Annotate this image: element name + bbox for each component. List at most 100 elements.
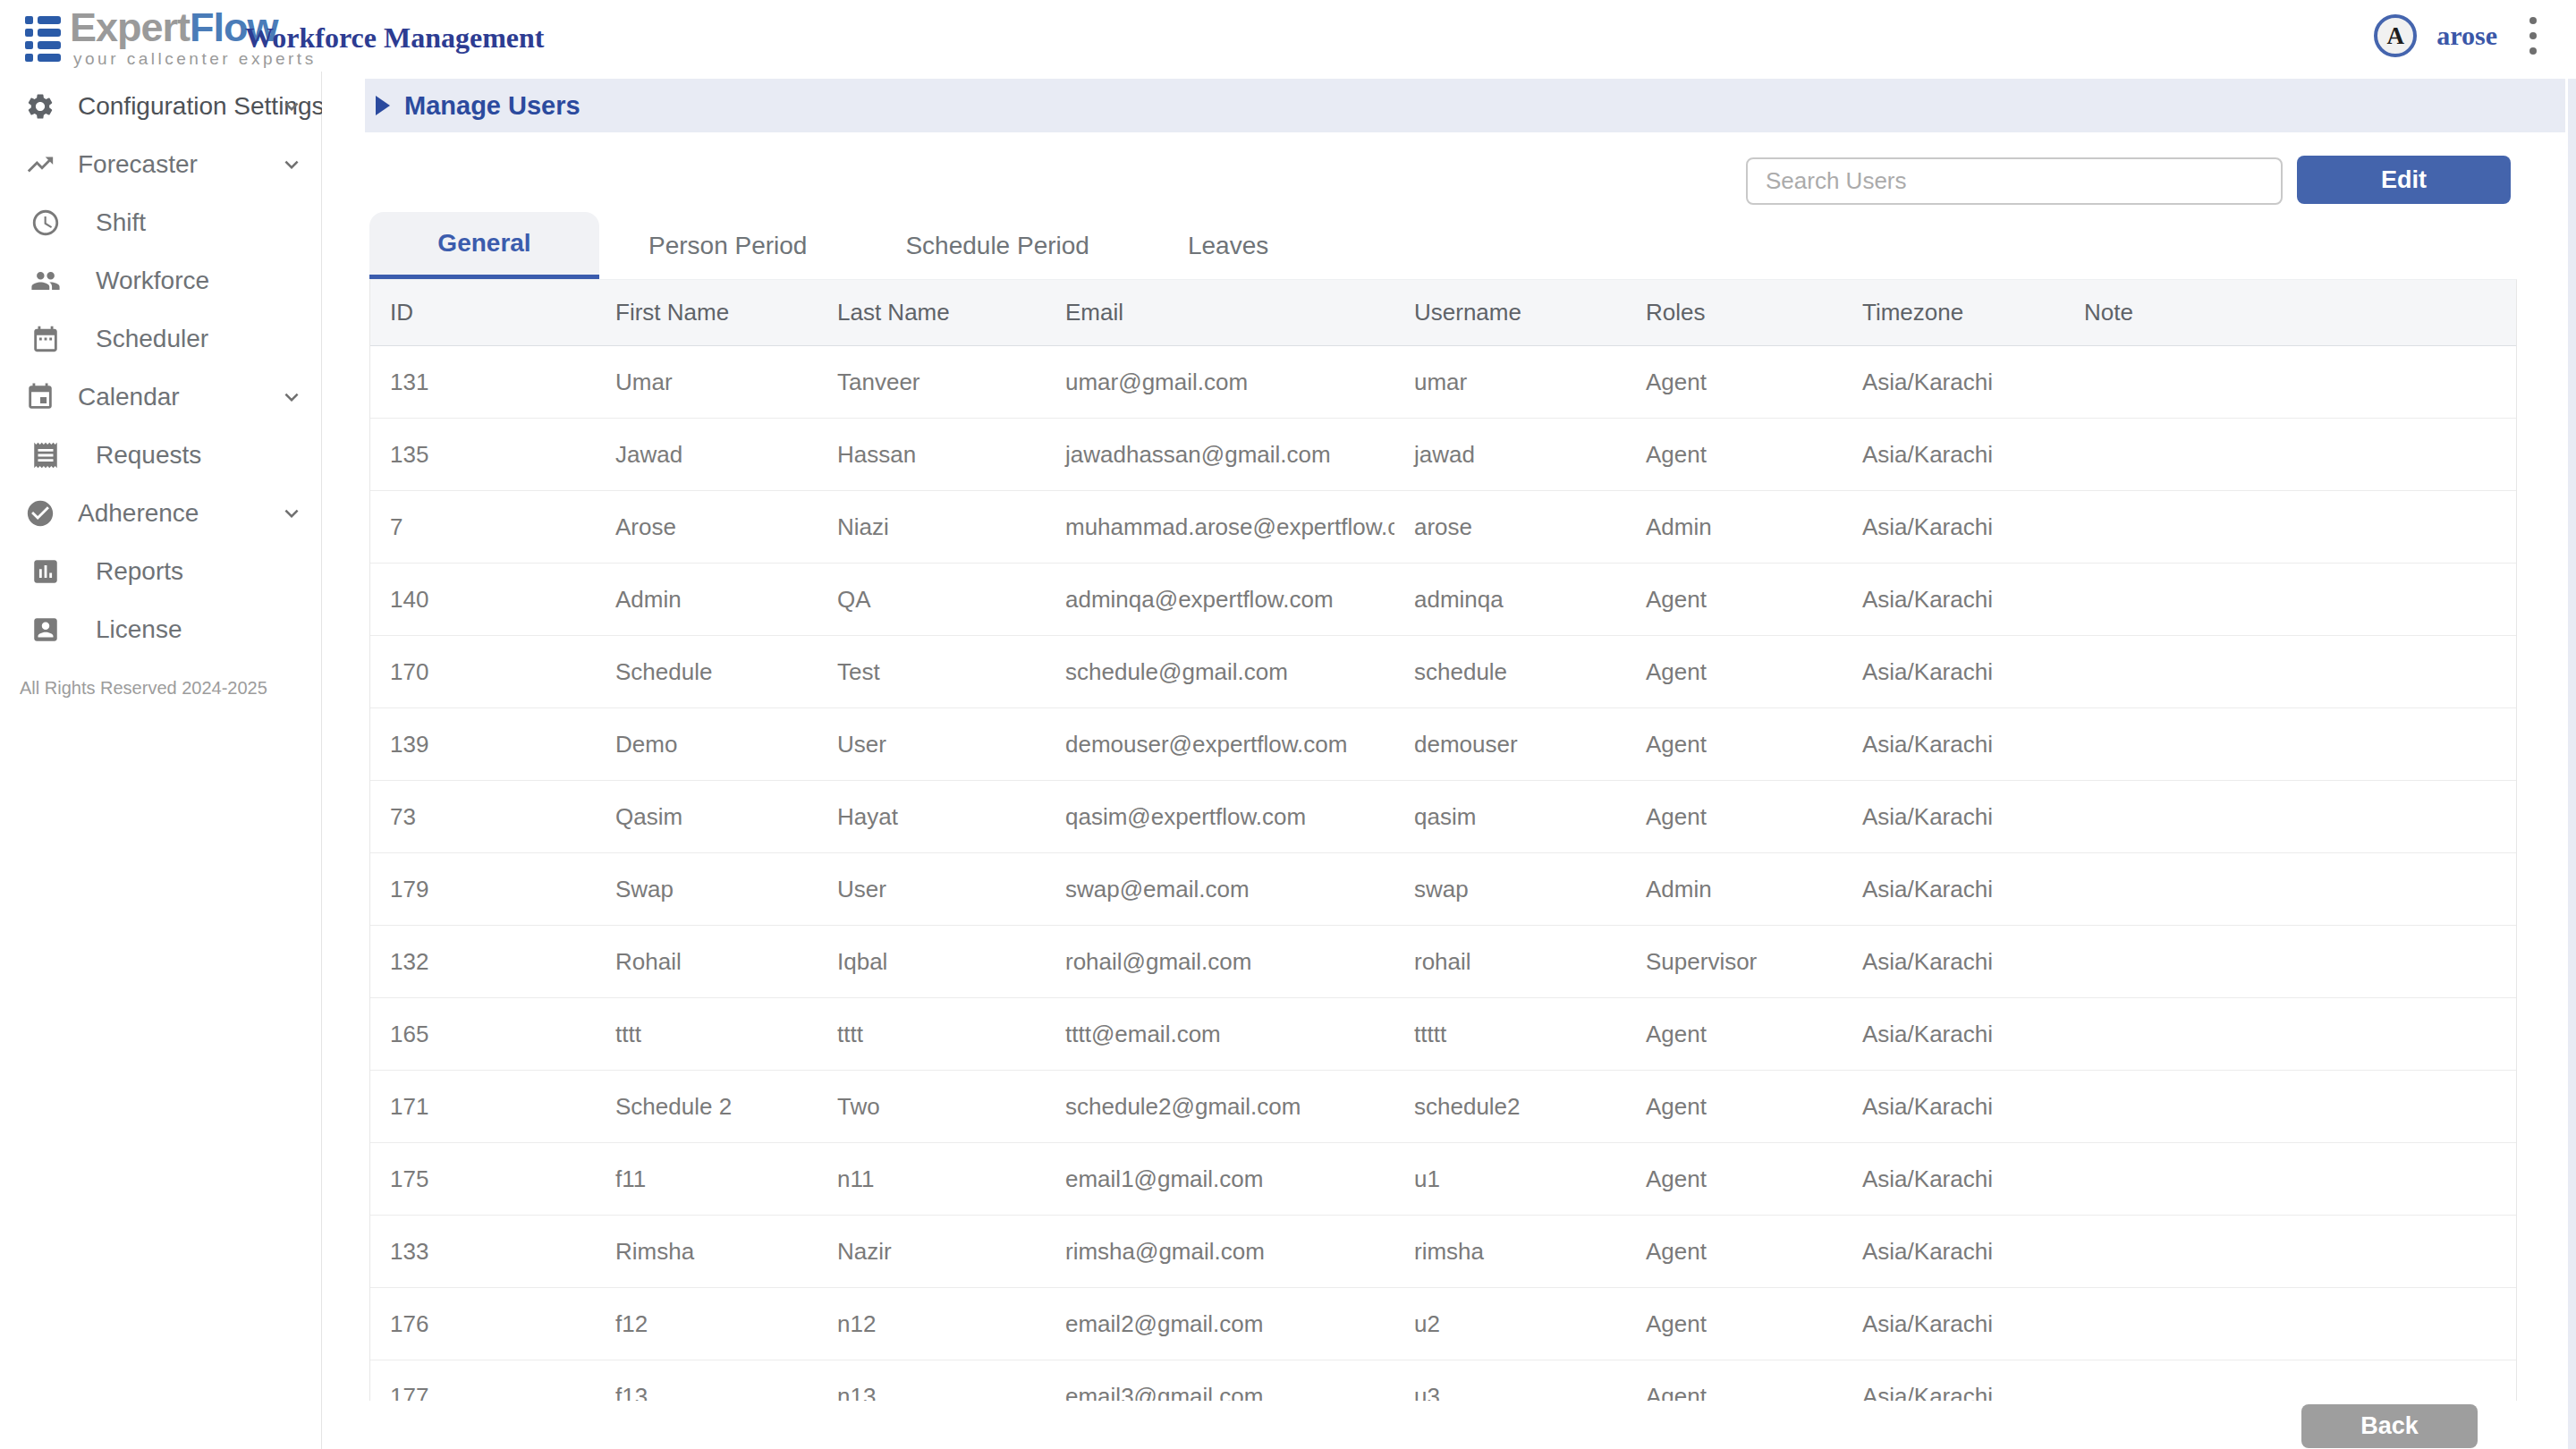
sidebar-item-requests[interactable]: Requests	[0, 426, 321, 484]
table-body: 131UmarTanveerumar@gmail.comumarAgentAsi…	[370, 346, 2516, 1401]
table-cell: Asia/Karachi	[1843, 1360, 2064, 1401]
table-cell	[2064, 1216, 2516, 1287]
sidebar-item-scheduler[interactable]: Scheduler	[0, 309, 321, 368]
scrollbar-track[interactable]	[2568, 79, 2576, 1449]
table-cell: schedule2@gmail.com	[1046, 1071, 1394, 1142]
table-cell: schedule2	[1394, 1071, 1626, 1142]
table-cell: Agent	[1626, 419, 1843, 490]
table-cell: umar	[1394, 346, 1626, 418]
sidebar-item-reports[interactable]: Reports	[0, 542, 321, 600]
table-cell: Iqbal	[818, 926, 1046, 997]
table-cell: 175	[370, 1143, 596, 1215]
table-cell: Admin	[1626, 491, 1843, 563]
table-cell: Asia/Karachi	[1843, 708, 2064, 780]
table-cell: Nazir	[818, 1216, 1046, 1287]
sidebar-nav: Configuration SettingsForecasterShiftWor…	[0, 77, 321, 658]
table-cell: schedule	[1394, 636, 1626, 708]
sidebar-item-adherence[interactable]: Adherence	[0, 484, 321, 542]
sidebar-item-configuration-settings[interactable]: Configuration Settings	[0, 77, 321, 135]
column-header-id: ID	[370, 280, 596, 345]
table-cell: email2@gmail.com	[1046, 1288, 1394, 1360]
table-cell: Umar	[596, 346, 818, 418]
table-cell: Agent	[1626, 1216, 1843, 1287]
column-header-roles: Roles	[1626, 280, 1843, 345]
edit-button[interactable]: Edit	[2297, 156, 2511, 204]
table-cell	[2064, 853, 2516, 925]
sidebar: Configuration SettingsForecasterShiftWor…	[0, 72, 322, 1449]
sidebar-item-label: Adherence	[78, 499, 199, 528]
table-row[interactable]: 7AroseNiazimuhammad.arose@expertflow.com…	[370, 491, 2516, 564]
top-bar: ExpertFlow your callcenter experts Workf…	[0, 0, 2576, 72]
table-cell: email3@gmail.com	[1046, 1360, 1394, 1401]
breadcrumb[interactable]: Manage Users	[365, 79, 2565, 132]
table-cell: 135	[370, 419, 596, 490]
table-row[interactable]: 177f13n13email3@gmail.comu3AgentAsia/Kar…	[370, 1360, 2516, 1401]
table-row[interactable]: 139DemoUserdemouser@expertflow.comdemous…	[370, 708, 2516, 781]
column-header-first-name: First Name	[596, 280, 818, 345]
sidebar-item-calendar[interactable]: Calendar	[0, 368, 321, 426]
app-title: Workforce Management	[245, 21, 544, 55]
table-cell: Agent	[1626, 708, 1843, 780]
table-row[interactable]: 171Schedule 2Twoschedule2@gmail.comsched…	[370, 1071, 2516, 1143]
sidebar-item-workforce[interactable]: Workforce	[0, 251, 321, 309]
table-row[interactable]: 131UmarTanveerumar@gmail.comumarAgentAsi…	[370, 346, 2516, 419]
table-row[interactable]: 165tttttttttttt@email.comtttttAgentAsia/…	[370, 998, 2516, 1071]
breadcrumb-label: Manage Users	[404, 91, 580, 121]
tab-leaves[interactable]: Leaves	[1139, 212, 1318, 279]
table-cell	[2064, 926, 2516, 997]
sidebar-item-label: Requests	[96, 441, 201, 470]
table-cell: swap@email.com	[1046, 853, 1394, 925]
table-cell: QA	[818, 564, 1046, 635]
table-cell: arose	[1394, 491, 1626, 563]
table-row[interactable]: 133RimshaNazirrimsha@gmail.comrimshaAgen…	[370, 1216, 2516, 1288]
table-cell	[2064, 1288, 2516, 1360]
table-cell: n11	[818, 1143, 1046, 1215]
table-cell: adminqa	[1394, 564, 1626, 635]
tab-person-period[interactable]: Person Period	[599, 212, 856, 279]
sidebar-item-label: Reports	[96, 557, 183, 586]
sidebar-item-license[interactable]: License	[0, 600, 321, 658]
table-cell: rohail@gmail.com	[1046, 926, 1394, 997]
table-cell: Asia/Karachi	[1843, 1143, 2064, 1215]
table-row[interactable]: 175f11n11email1@gmail.comu1AgentAsia/Kar…	[370, 1143, 2516, 1216]
table-cell: Agent	[1626, 564, 1843, 635]
sidebar-item-label: License	[96, 615, 182, 644]
table-row[interactable]: 140AdminQAadminqa@expertflow.comadminqaA…	[370, 564, 2516, 636]
table-cell: email1@gmail.com	[1046, 1143, 1394, 1215]
back-button[interactable]: Back	[2301, 1404, 2478, 1448]
copyright-text: All Rights Reserved 2024-2025	[20, 678, 321, 699]
table-cell: 165	[370, 998, 596, 1070]
table-cell: Asia/Karachi	[1843, 1216, 2064, 1287]
table-row[interactable]: 135JawadHassanjawadhassan@gmail.comjawad…	[370, 419, 2516, 491]
chevron-down-icon	[278, 500, 305, 527]
table-cell	[2064, 636, 2516, 708]
sidebar-item-label: Scheduler	[96, 325, 208, 353]
table-row[interactable]: 176f12n12email2@gmail.comu2AgentAsia/Kar…	[370, 1288, 2516, 1360]
tab-general[interactable]: General	[369, 212, 599, 279]
table-row[interactable]: 170ScheduleTestschedule@gmail.comschedul…	[370, 636, 2516, 708]
sidebar-item-forecaster[interactable]: Forecaster	[0, 135, 321, 193]
table-row[interactable]: 179SwapUserswap@email.comswapAdminAsia/K…	[370, 853, 2516, 926]
table-cell: Rohail	[596, 926, 818, 997]
table-cell: jawad	[1394, 419, 1626, 490]
table-cell: Tanveer	[818, 346, 1046, 418]
table-cell: u3	[1394, 1360, 1626, 1401]
table-cell: Hayat	[818, 781, 1046, 852]
table-cell: ttttt	[1394, 998, 1626, 1070]
table-cell: Qasim	[596, 781, 818, 852]
kebab-menu-icon[interactable]	[2517, 14, 2549, 57]
table-cell: Hassan	[818, 419, 1046, 490]
username-label: arose	[2436, 21, 2497, 51]
table-cell: Swap	[596, 853, 818, 925]
avatar[interactable]: A	[2374, 14, 2417, 57]
table-row[interactable]: 73QasimHayatqasim@expertflow.comqasimAge…	[370, 781, 2516, 853]
tab-schedule-period[interactable]: Schedule Period	[856, 212, 1138, 279]
table-cell	[2064, 708, 2516, 780]
search-input[interactable]	[1746, 157, 2283, 205]
table-row[interactable]: 132RohailIqbalrohail@gmail.comrohailSupe…	[370, 926, 2516, 998]
table-cell: Asia/Karachi	[1843, 419, 2064, 490]
clock-icon	[30, 208, 61, 238]
table-cell	[2064, 1071, 2516, 1142]
sidebar-item-shift[interactable]: Shift	[0, 193, 321, 251]
table-cell: rimsha	[1394, 1216, 1626, 1287]
